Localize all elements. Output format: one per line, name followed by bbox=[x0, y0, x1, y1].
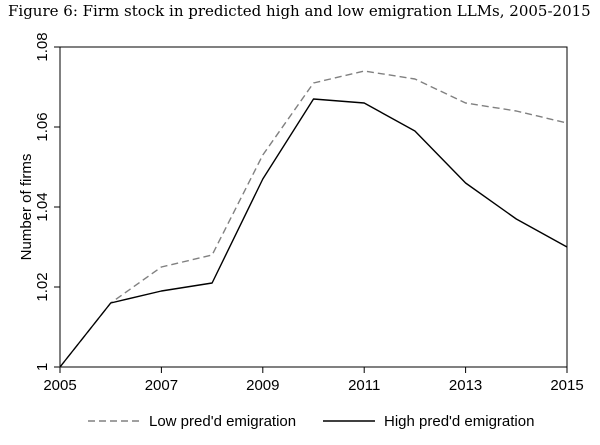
y-tick-label: 1.04 bbox=[34, 192, 51, 221]
y-tick-label: 1.06 bbox=[34, 112, 51, 141]
y-tick-label: 1.02 bbox=[34, 272, 51, 301]
x-tick-label: 2011 bbox=[348, 377, 380, 394]
x-axis: 2005 2007 2009 2011 2013 2015 bbox=[43, 367, 584, 394]
y-tick-label: 1 bbox=[34, 363, 51, 371]
series-layer bbox=[59, 70, 568, 368]
series-line-high-emigration bbox=[59, 98, 568, 368]
y-tick-label: 1.08 bbox=[34, 32, 51, 61]
figure-caption: Figure 6: Firm stock in predicted high a… bbox=[8, 2, 591, 20]
y-axis-title: Number of firms bbox=[18, 154, 35, 261]
x-tick-label: 2007 bbox=[145, 377, 178, 394]
legend-label: Low pred'd emigration bbox=[149, 413, 296, 430]
series-line-low-emigration bbox=[59, 70, 568, 368]
legend-label: High pred'd emigration bbox=[384, 413, 534, 430]
x-tick-label: 2015 bbox=[550, 377, 583, 394]
x-tick-label: 2005 bbox=[43, 377, 76, 394]
plot-frame bbox=[59, 46, 568, 368]
x-tick-label: 2013 bbox=[449, 377, 482, 394]
y-axis: 1 1.02 1.04 1.06 1.08 bbox=[34, 32, 60, 371]
legend: Low pred'd emigration High pred'd emigrat… bbox=[88, 413, 534, 430]
x-tick-label: 2009 bbox=[246, 377, 279, 394]
